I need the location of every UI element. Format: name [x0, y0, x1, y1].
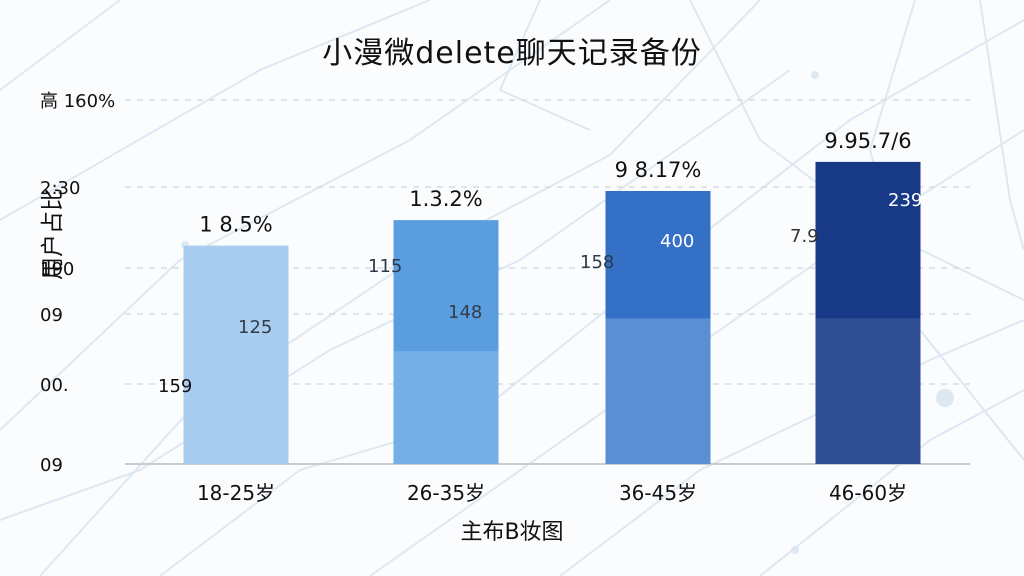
bar-data-label: 148 [448, 302, 482, 323]
bar-segment-36-45岁 [605, 318, 711, 464]
x-tick-label: 46-60岁 [829, 481, 907, 505]
bar-data-label: 7.9 [790, 226, 819, 247]
y-tick-label: 09 [40, 305, 63, 326]
bar-top-label: 9 8.17% [615, 158, 702, 182]
x-axis-label: 主布B妆图 [460, 520, 564, 545]
y-tick-label: 00. [40, 375, 69, 396]
bar-data-label: 159 [158, 376, 192, 397]
x-tick-label: 26-35岁 [407, 481, 485, 505]
bar-data-label: 125 [238, 317, 272, 338]
y-tick-label: 高 160% [40, 91, 115, 112]
y-tick-label: 2:30 [40, 178, 80, 199]
bar-data-label: 239 [888, 190, 922, 211]
bar-18-25岁 [183, 245, 289, 464]
bar-segment-46-60岁 [815, 318, 921, 464]
bar-data-label: 400 [660, 231, 694, 252]
x-tick-label: 36-45岁 [619, 481, 697, 505]
chart-title: 小漫微delete聊天记录备份 [322, 36, 702, 71]
x-tick-label: 18-25岁 [197, 481, 275, 505]
bar-segment-26-35岁 [393, 351, 499, 464]
y-tick-label: 09 [40, 455, 63, 476]
y-tick-label: 190 [40, 259, 74, 280]
bar-top-label: 1 8.5% [199, 213, 272, 237]
bar-top-label: 9.95.7/6 [824, 129, 911, 153]
bar-data-label: 158 [580, 252, 614, 273]
bar-top-label: 1.3.2% [409, 187, 482, 211]
bar-data-label: 115 [368, 256, 402, 277]
